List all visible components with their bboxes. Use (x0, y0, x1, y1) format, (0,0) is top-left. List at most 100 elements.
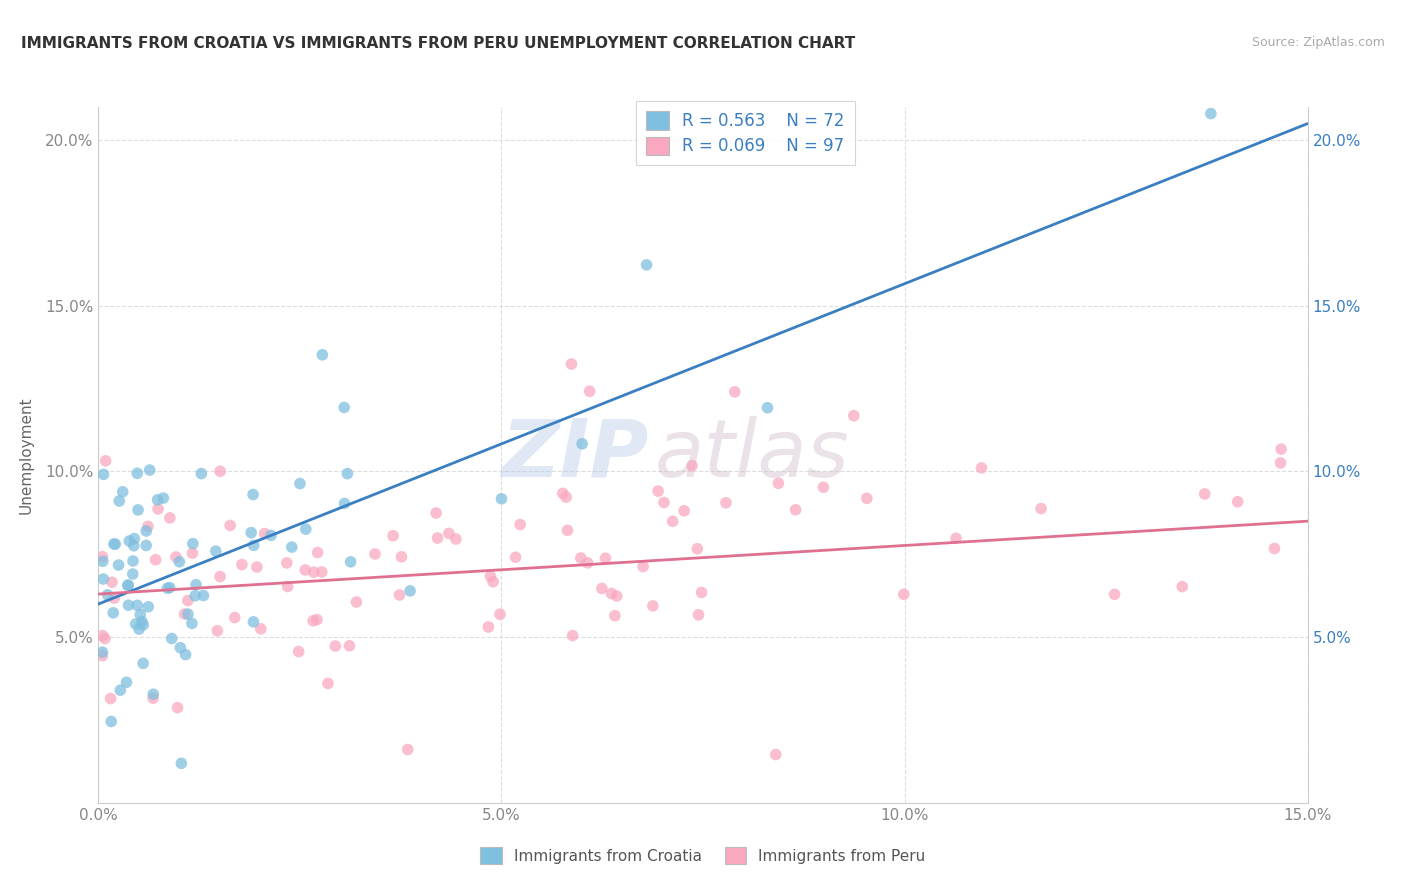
Point (146, 502, 169, 516)
Point (110, 683, 132, 698)
Point (316, 676, 339, 690)
Point (103, 606, 125, 620)
Point (207, 624, 229, 638)
Point (136, 599, 159, 614)
Point (117, 578, 139, 592)
Point (132, 657, 155, 671)
Point (505, 550, 527, 565)
Point (97, 588, 120, 602)
Point (686, 541, 709, 556)
Point (169, 640, 191, 655)
Point (364, 547, 387, 561)
Point (336, 467, 359, 481)
Point (631, 559, 654, 574)
Point (688, 607, 710, 622)
Point (724, 384, 747, 399)
Point (893, 587, 915, 601)
Point (576, 556, 599, 570)
Point (287, 644, 309, 658)
Point (127, 503, 149, 517)
Point (970, 461, 993, 475)
Point (253, 526, 276, 541)
Point (302, 565, 325, 579)
Point (122, 554, 145, 568)
Point (242, 615, 264, 629)
Point (333, 401, 356, 415)
Point (396, 742, 419, 756)
Point (159, 511, 181, 525)
Point (333, 496, 356, 510)
Point (636, 258, 658, 272)
Point (131, 615, 153, 629)
Point (91, 645, 114, 659)
Point (1270, 442, 1292, 457)
Point (129, 607, 152, 622)
Point (93, 467, 115, 482)
Point (305, 613, 328, 627)
Point (302, 614, 325, 628)
Point (391, 549, 413, 564)
Point (91, 648, 114, 663)
Point (295, 522, 318, 536)
Point (94, 632, 117, 646)
Point (122, 539, 145, 553)
Text: IMMIGRANTS FROM CROATIA VS IMMIGRANTS FROM PERU UNEMPLOYMENT CORRELATION CHART: IMMIGRANTS FROM CROATIA VS IMMIGRANTS FR… (21, 36, 855, 51)
Point (156, 581, 179, 595)
Point (1263, 541, 1285, 556)
Point (1194, 487, 1216, 501)
Point (190, 467, 212, 481)
Point (224, 610, 246, 624)
Point (249, 622, 271, 636)
Point (181, 536, 204, 550)
Point (177, 607, 200, 621)
Point (1199, 106, 1222, 120)
Point (94, 454, 117, 468)
Point (311, 348, 333, 362)
Point (91, 549, 114, 564)
Point (122, 532, 145, 546)
Point (277, 580, 299, 594)
Point (118, 534, 141, 549)
Point (652, 495, 675, 509)
Point (108, 494, 131, 508)
Point (209, 464, 232, 478)
Point (184, 578, 207, 592)
Point (146, 492, 169, 507)
Point (246, 560, 269, 574)
Point (173, 607, 195, 621)
Point (288, 476, 311, 491)
Point (100, 691, 122, 706)
Point (132, 617, 155, 632)
Point (184, 589, 207, 603)
Point (142, 687, 165, 701)
Point (142, 691, 165, 706)
Point (444, 532, 467, 546)
Point (91, 572, 114, 586)
Point (111, 484, 134, 499)
Point (127, 599, 149, 613)
Point (115, 675, 138, 690)
Point (91, 554, 114, 568)
Point (399, 583, 422, 598)
Point (425, 506, 447, 520)
Legend: Immigrants from Croatia, Immigrants from Peru: Immigrants from Croatia, Immigrants from… (472, 839, 934, 871)
Point (180, 616, 202, 631)
Point (1104, 587, 1126, 601)
Point (260, 528, 283, 542)
Point (124, 617, 146, 632)
Point (165, 549, 187, 564)
Point (174, 648, 197, 662)
Point (231, 558, 253, 572)
Point (647, 484, 669, 499)
Point (169, 555, 191, 569)
Point (1171, 580, 1194, 594)
Point (166, 700, 188, 714)
Point (117, 578, 139, 592)
Point (138, 463, 160, 477)
Point (489, 607, 512, 622)
Point (339, 555, 361, 569)
Text: ZIP: ZIP (501, 416, 648, 494)
Point (603, 608, 626, 623)
Point (673, 504, 696, 518)
Point (641, 599, 664, 613)
